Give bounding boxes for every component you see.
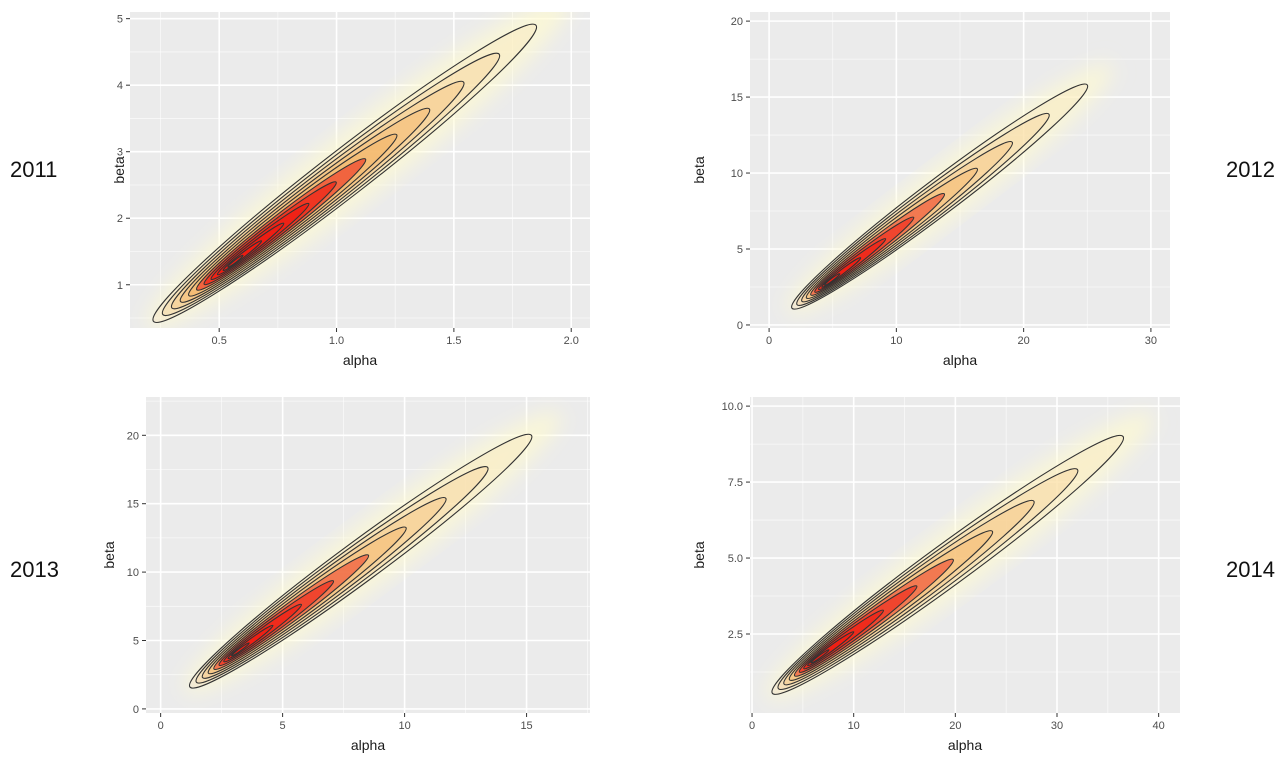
y-axis-title: beta: [691, 156, 707, 183]
contour-lines: [152, 23, 538, 324]
y-tick-label: 5: [133, 635, 139, 647]
y-axis-title: beta: [691, 541, 707, 568]
y-axis: 0 5 10 15 20: [127, 430, 146, 716]
y-axis-title: beta: [101, 541, 117, 568]
chart-2012: 0 10 20 30 0 5 10 15 20 alpha beta: [691, 12, 1170, 368]
x-tick-label: 5: [280, 720, 286, 732]
y-tick-label: 10.0: [722, 401, 743, 413]
contour-lines: [188, 433, 533, 689]
contour-lines: [791, 83, 1089, 310]
y-axis: 2.5 5.0 7.5 10.0: [722, 401, 750, 641]
chart-2014: 0 10 20 30 40 2.5 5.0 7.5 10.0 alpha beta: [691, 397, 1180, 753]
contour-level: [227, 254, 244, 268]
x-tick-label: 1.5: [446, 335, 461, 347]
y-axis: 1 2 3 4 5: [117, 14, 130, 292]
grid: [146, 397, 590, 713]
x-tick-label: 10: [398, 720, 410, 732]
y-tick-label: 20: [731, 16, 743, 28]
x-tick-label: 2.0: [564, 335, 579, 347]
y-tick-label: 15: [731, 92, 743, 104]
x-tick-label: 1.0: [329, 335, 344, 347]
contour-lines: [771, 434, 1125, 695]
y-tick-label: 0: [133, 704, 139, 716]
y-tick-label: 10: [731, 168, 743, 180]
panel-label-2012: 2012: [1226, 157, 1275, 182]
x-axis: 0 5 10 15: [158, 713, 533, 732]
x-axis-title: alpha: [943, 352, 977, 368]
x-axis-title: alpha: [351, 737, 385, 753]
y-tick-label: 2.5: [728, 629, 743, 641]
x-axis: 0.5 1.0 1.5 2.0: [212, 328, 579, 347]
x-tick-label: 0: [766, 335, 772, 347]
x-tick-label: 10: [848, 720, 860, 732]
contour-level: [824, 273, 841, 286]
x-tick-label: 40: [1153, 720, 1165, 732]
panel-label-2011: 2011: [10, 157, 58, 182]
contour-level: [230, 642, 250, 657]
panel-label-2014: 2014: [1226, 557, 1275, 582]
y-tick-label: 5.0: [728, 553, 743, 565]
grid: [750, 12, 1170, 328]
y-tick-label: 20: [127, 430, 139, 442]
y-tick-label: 0: [737, 320, 743, 332]
x-axis-title: alpha: [343, 352, 377, 368]
y-tick-label: 5: [737, 244, 743, 256]
x-axis: 0 10 20 30 40: [749, 713, 1165, 732]
chart-2011: 0.5 1.0 1.5 2.0 1 2 3 4 5 alpha beta: [111, 12, 590, 368]
x-tick-label: 10: [890, 335, 902, 347]
y-tick-label: 5: [117, 14, 123, 26]
x-tick-label: 0: [158, 720, 164, 732]
y-tick-label: 10: [127, 567, 139, 579]
y-axis: 0 5 10 15 20: [731, 16, 750, 332]
x-tick-label: 30: [1051, 720, 1063, 732]
y-tick-label: 1: [117, 280, 123, 292]
y-tick-label: 3: [117, 147, 123, 159]
chart-2013: 0 5 10 15 0 5 10 15 20 alpha beta: [101, 397, 590, 753]
x-tick-label: 15: [520, 720, 532, 732]
x-tick-label: 20: [949, 720, 961, 732]
y-tick-label: 4: [117, 80, 123, 92]
contour-level: [810, 649, 830, 664]
x-tick-label: 20: [1018, 335, 1030, 347]
panel-label-2013: 2013: [10, 557, 59, 582]
x-axis: 0 10 20 30: [766, 328, 1157, 347]
y-tick-label: 2: [117, 213, 123, 225]
x-tick-label: 30: [1145, 335, 1157, 347]
x-tick-label: 0: [749, 720, 755, 732]
x-tick-label: 0.5: [212, 335, 227, 347]
y-axis-title: beta: [111, 156, 127, 183]
y-tick-label: 7.5: [728, 477, 743, 489]
x-axis-title: alpha: [948, 737, 982, 753]
y-tick-label: 15: [127, 499, 139, 511]
